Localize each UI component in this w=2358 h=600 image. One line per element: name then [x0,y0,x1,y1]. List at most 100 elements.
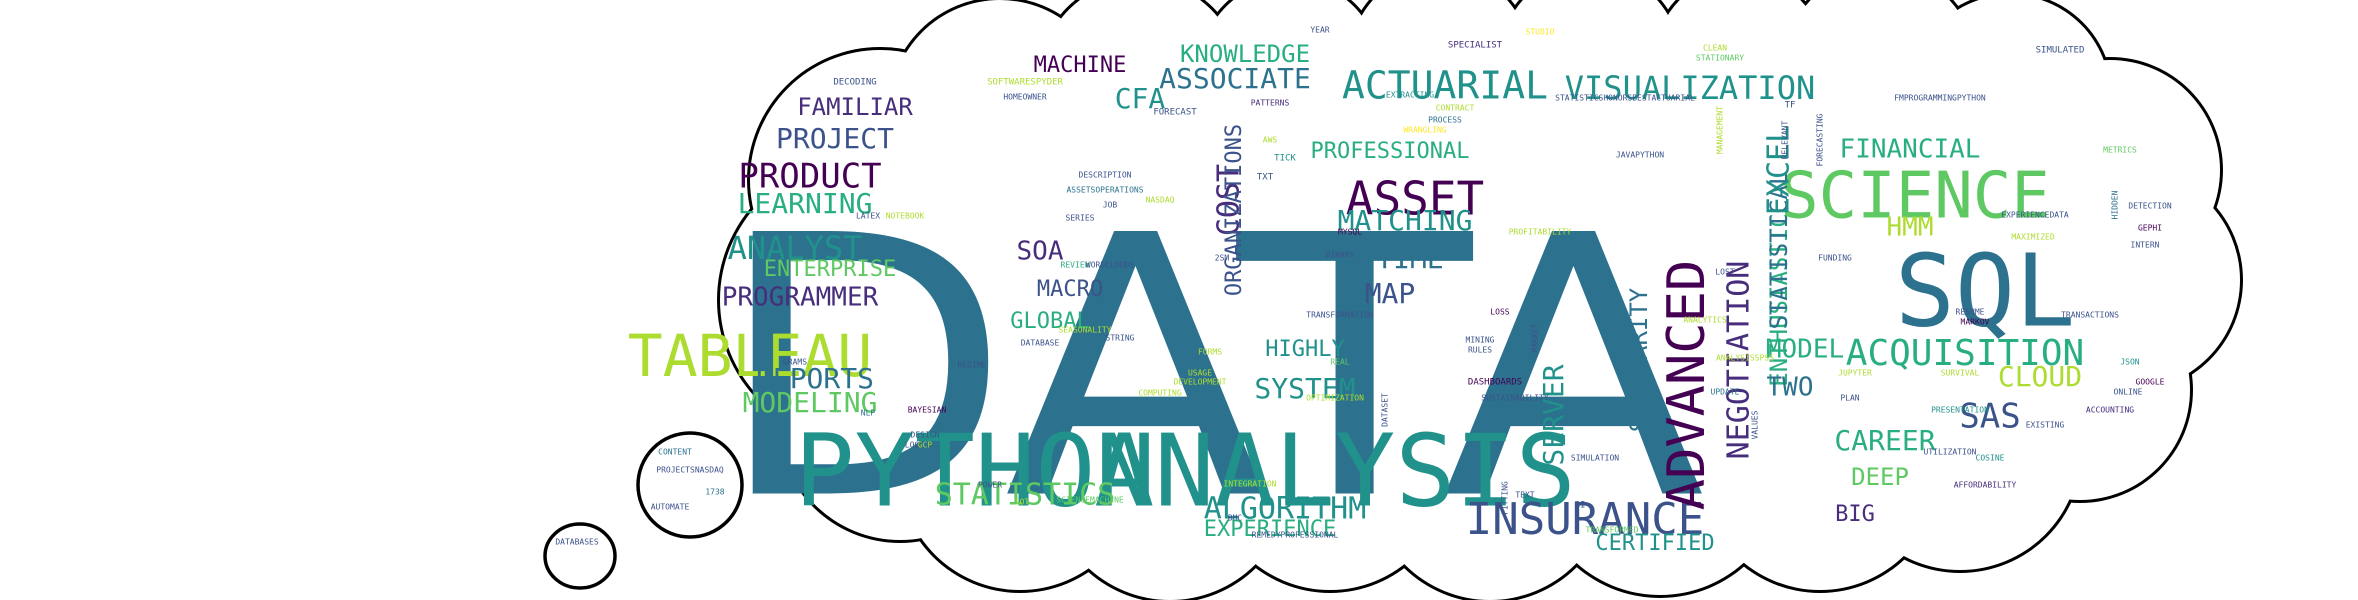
word-certified: CERTIFIED [1595,531,1714,556]
word-accounting: ACCOUNTING [2086,406,2134,415]
word-organizations: ORGANIZATIONS [1222,124,1247,296]
word-optimization: OPTIMIZATION [1306,394,1364,403]
word-maximized: MAXIMIZED [2011,233,2055,242]
word-profitability: PROFITABILITY [1509,228,1572,237]
thought-bubble-medium [636,431,744,539]
word-values: VALUES [1751,410,1760,439]
word-negotiation: NEGOTIATION [1722,261,1757,460]
word-algorithm: ALGORITHM [1204,492,1367,527]
word-analytics: ANALYTICS [1683,316,1727,325]
word-experience: EXPERIENCE [1204,517,1336,542]
word-cloud: CLOUD [1998,360,2082,393]
word-detection: DETECTION [2128,202,2172,211]
word-latex: LATEX [856,212,880,221]
word-real: REAL [1330,358,1349,367]
cloud-lobe [1250,20,1750,520]
word-deep: DEEP [1851,463,1909,491]
word-usage: USAGE [1188,369,1212,378]
word-hidden: HIDDEN [2111,190,2120,219]
word-online: ONLINE [2114,388,2143,397]
thought-cloud-shape [717,0,2243,600]
word-seasonality: SEASONALITY [1059,326,1112,335]
word-enthusiastic: ENTHUSIASTIC [1765,213,1793,386]
word-update: UPDATE [1711,388,1740,397]
word-bayesian: BAYESIAN [908,406,947,415]
word-wordclouds: WORDCLOUDS [1086,261,1134,270]
word-jupyter: JUPYTER [1838,369,1872,378]
word-financial: FINANCIAL [1840,135,1981,165]
word-matching: MATCHING [1338,204,1473,237]
word-similarity: SIMILARITY [1625,287,1653,432]
word-insurance: INSURANCE [1466,494,1704,545]
word-modeling: MODELING [743,386,878,419]
word-contract: CONTRACT [1436,104,1475,113]
word-global: GLOBAL [1010,309,1089,334]
word-stationary: STATIONARY [1696,54,1744,63]
word-soa: SOA [1017,237,1064,267]
word-lost: LOST [1715,268,1734,277]
word-enterprise: ENTERPRISE [764,257,896,282]
word-dashboards: DASHBOARDS [1468,378,1522,388]
word-statistical: STATISTICAL [1765,171,1793,330]
word-extracting: EXTRACTING [1386,91,1434,100]
word-fmprogrammingpython: FMPROGRAMMINGPYTHON [1894,94,1986,103]
word-excel: EXCEL [1762,125,1797,215]
word-series: SERIES [1066,214,1095,223]
word-markov: MARKOV [1961,318,1990,327]
word-forecast: FORECAST [1153,108,1197,118]
word-time: TIME [1376,242,1443,275]
word-tf: TF [1785,101,1796,111]
word-javapython: JAVAPYTHON [1616,151,1664,160]
word-binary: BINARY [1326,251,1355,260]
word-sciencemachine: SCIENCEMACHINE [1056,496,1124,505]
word-simulated: SIMULATED [2036,46,2085,56]
word-rules: RULES [1468,346,1492,355]
word-google: GOOGLE [2136,378,2165,387]
cloud-lobe [930,60,1370,500]
word-professional: PROFESSIONAL [1311,139,1470,164]
word-clean: CLEAN [1703,44,1727,53]
word-gephi: GEPHI [2138,224,2162,233]
word-presentation: PRESENTATION [1931,406,1989,415]
word-forms: FORMS [1198,348,1222,357]
word-big: BIG [1835,502,1875,527]
word-database: DATABASE [1021,339,1060,348]
word-decoding: DECODING [833,78,876,88]
word-resume: RESUME [1956,308,1985,317]
word-acquisition: ACQUISITION [1846,333,2084,374]
word-core: CORE [1461,240,1470,259]
word-assetsoperations: ASSETSOPERATIONS [1066,186,1143,195]
word-hmm: HMM [1887,213,1934,243]
word-patterns: PATTERNS [1251,99,1290,108]
word-sql: SQL [1895,232,2076,349]
word-relevant: RELEVANT [1781,121,1790,160]
word-description: DESCRIPTION [1079,171,1132,180]
word-wrangling: WRANGLING [1403,126,1447,135]
word-databases: DATABASES [555,538,599,547]
word-year: YEAR [1310,26,1329,35]
word-integration: INTEGRATION [1224,480,1277,489]
word-model: MODEL [1766,335,1844,365]
word-tableau: TABLEAU [628,322,872,390]
word-programmer: PROGRAMMER [722,283,879,313]
word-mining: MINING [1466,336,1495,345]
word-json: JSON [2120,358,2139,367]
word-softwarespyder: SOFTWARESPYDER [987,78,1063,88]
word-bmc: BMC [1228,514,1243,523]
word-2sm: 2SM [1215,254,1230,263]
word-machine: MACHINE [1034,53,1127,78]
word-product: PRODUCT [738,157,881,197]
word-asset: ASSET [1346,172,1484,226]
word-log: LOG [905,441,920,450]
word-forecasting: FORECASTING [1816,113,1825,166]
word-map: MAP [1365,277,1416,310]
word-fitting: FITTING [1501,481,1510,515]
word-macro: MACRO [1037,277,1103,302]
word-knowledge: KNOWLEDGE [1180,40,1310,68]
word-projectsnasdaq: PROJECTSNASDAQ [656,466,724,475]
word-studio: STUDIO [1526,28,1555,37]
word-aws: AWS [1263,136,1278,145]
word-analyst: ANALYST [728,229,863,267]
word-management: MANAGEMENT [1716,106,1725,154]
word-grams: GRAMS [783,358,807,367]
